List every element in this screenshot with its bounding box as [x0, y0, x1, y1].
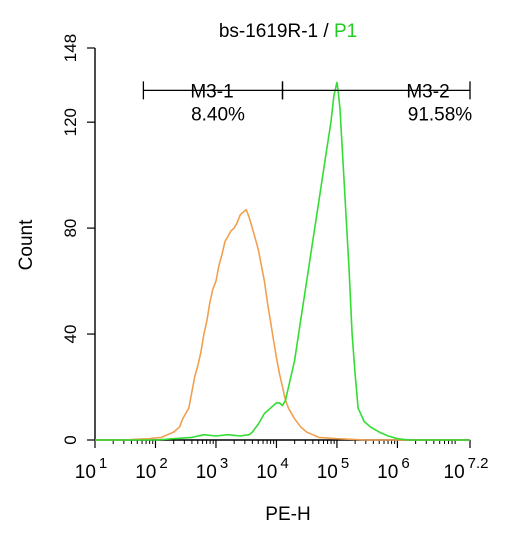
chart-title: bs-1619R-1 / P1	[219, 21, 357, 42]
chart-title-highlight: P1	[334, 21, 357, 42]
y-axis-label: Count	[16, 219, 37, 270]
x-tick-label: 10 5	[317, 455, 349, 483]
chart-title-text: bs-1619R-1 /	[219, 21, 334, 42]
y-tick-label: 40	[61, 325, 80, 344]
x-tick-label: 10 1	[75, 455, 107, 483]
gate-percent-1: 8.40%	[191, 104, 245, 125]
y-tick-label: 80	[61, 219, 80, 238]
histogram-series-2	[95, 81, 470, 441]
y-tick-label: 0	[61, 435, 80, 444]
y-tick-label: 120	[61, 108, 80, 136]
axes: 0 40 80 120 148 10 1 10 2 10 3 10 4 10 5 10 6 10 7.2	[61, 34, 489, 483]
gate-label-2: M3-2	[406, 81, 449, 102]
x-tick-label: 10 3	[196, 455, 228, 483]
gate-label-1: M3-1	[190, 81, 233, 102]
histogram-series-1	[95, 208, 470, 441]
gate-percent-2: 91.58%	[408, 104, 473, 125]
gate-markers: M3-18.40% M3-291.58%	[142, 81, 473, 125]
x-tick-label: 10 7.2	[444, 455, 489, 483]
x-axis-label: PE-H	[265, 504, 310, 525]
x-tick-label: 10 4	[256, 455, 288, 483]
x-tick-label: 10 2	[135, 455, 167, 483]
x-tick-label: 10 6	[377, 455, 409, 483]
y-tick-label: 148	[61, 34, 80, 62]
plot-area	[95, 81, 470, 441]
